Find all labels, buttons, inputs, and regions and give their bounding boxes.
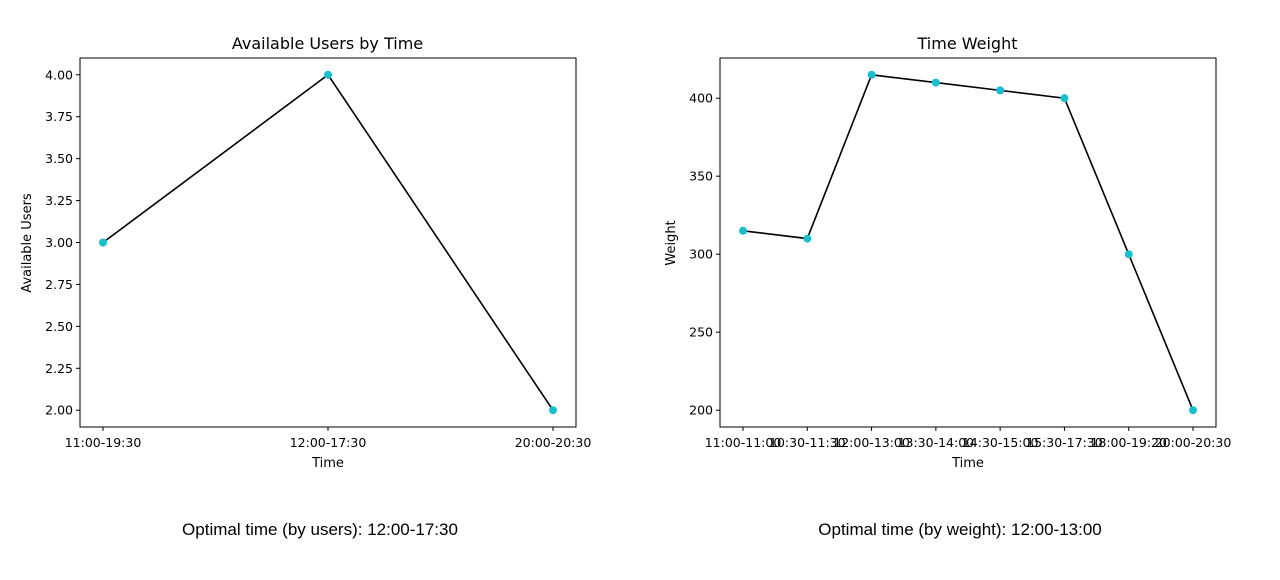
optimal-time-weight-caption: Optimal time (by weight): 12:00-13:00	[818, 520, 1102, 539]
y-tick-label: 400	[689, 91, 713, 106]
data-point	[324, 70, 332, 79]
weight-chart: Time Weight 200 250 300 350 400 11:00-11:0010…	[664, 34, 1231, 471]
x-tick-label: 20:00-20:30	[1155, 435, 1232, 450]
y-tick-label: 2.00	[45, 403, 73, 418]
x-tick-label: 12:00-13:00	[833, 435, 910, 450]
data-point	[549, 406, 557, 415]
y-axis-label: Available Users	[20, 193, 35, 293]
x-tick-label: 11:00-11:00	[705, 435, 782, 450]
x-tick-label: 12:00-17:30	[290, 435, 367, 450]
data-point	[1189, 406, 1197, 415]
chart-title: Available Users by Time	[232, 34, 423, 53]
y-tick-label: 3.00	[45, 235, 73, 250]
x-tick-label: 10:30-11:30	[769, 435, 846, 450]
x-axis-label: Time	[951, 456, 984, 471]
y-tick-label: 2.75	[45, 277, 73, 292]
y-tick-label: 3.75	[45, 109, 73, 124]
data-point	[1124, 250, 1133, 259]
x-tick-label: 20:00-20:30	[515, 435, 592, 450]
y-axis-label: Weight	[664, 220, 679, 265]
users-chart: Available Users by Time 2.00 2.25 2.50 2.75…	[20, 34, 591, 471]
data-point	[739, 226, 747, 235]
y-tick-label: 2.50	[45, 319, 73, 334]
data-point	[99, 238, 107, 247]
y-tick-label: 3.50	[45, 151, 73, 166]
data-point	[996, 86, 1005, 95]
plot-frame	[719, 57, 1217, 428]
data-point	[931, 78, 940, 87]
y-tick-label: 300	[689, 247, 713, 262]
optimal-time-users-caption: Optimal time (by users): 12:00-17:30	[182, 520, 458, 539]
y-tick-label: 3.25	[45, 193, 73, 208]
y-tick-label: 250	[689, 325, 713, 340]
x-tick-label: 11:00-19:30	[65, 435, 142, 450]
plot-frame	[79, 57, 577, 428]
y-tick-label: 200	[689, 403, 713, 418]
x-axis-label: Time	[311, 456, 344, 471]
y-tick-label: 4.00	[45, 67, 73, 82]
data-point	[803, 234, 812, 243]
chart-title: Time Weight	[917, 34, 1018, 53]
x-tick-label: 18:00-19:20	[1090, 435, 1167, 450]
data-point	[867, 70, 876, 79]
y-tick-label: 350	[689, 169, 713, 184]
x-tick-label: 15:30-17:30	[1026, 435, 1103, 450]
x-tick-label: 13:30-14:00	[898, 435, 975, 450]
data-point	[1060, 94, 1069, 103]
series-line	[742, 73, 1194, 411]
x-tick-label: 14:30-15:00	[962, 435, 1039, 450]
y-tick-label: 2.25	[45, 361, 73, 376]
series-line	[102, 73, 554, 411]
